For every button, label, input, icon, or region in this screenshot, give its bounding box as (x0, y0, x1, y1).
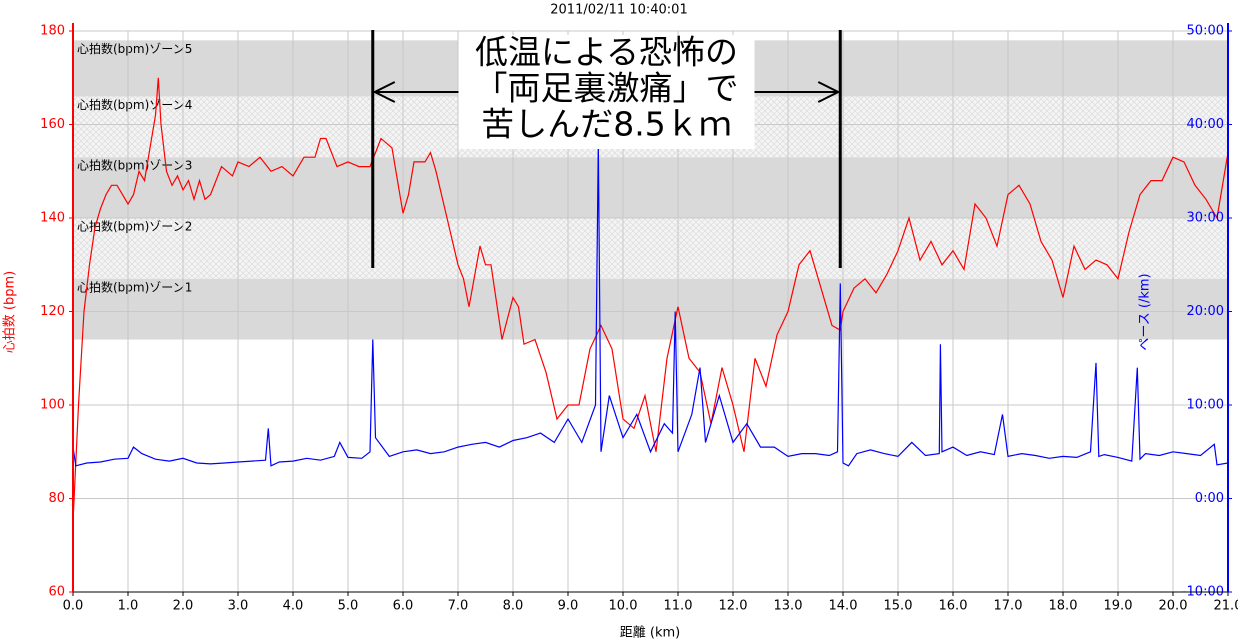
annotation-bg (458, 35, 755, 149)
y-tick-label: 120 (40, 304, 65, 319)
y2-tick-label: 0:00 (1195, 491, 1224, 506)
x-tick-label: 6.0 (393, 599, 414, 614)
y-tick-label: 60 (48, 585, 65, 600)
x-tick-label: 19.0 (1104, 599, 1133, 614)
y-tick-label: 80 (48, 491, 65, 506)
x-tick-label: 10.0 (609, 599, 638, 614)
annotation-text: 低温による恐怖の (475, 33, 738, 72)
zone-label: 心拍数(bpm)ゾーン1 (77, 279, 192, 294)
annotation-text: 苦しんだ8.5ｋｍ (481, 105, 731, 144)
y2-tick-label: 50:00 (1187, 24, 1224, 39)
x-tick-label: 13.0 (774, 599, 803, 614)
y2-tick-label: 30:00 (1187, 211, 1224, 226)
x-tick-label: 21.0 (1214, 599, 1238, 614)
hr-zone (73, 278, 1228, 340)
annotation-text: 「両足裏激痛」で (475, 69, 739, 108)
zone-label: 心拍数(bpm)ゾーン4 (77, 97, 192, 112)
data-line (72, 143, 1229, 467)
zone-label: 心拍数(bpm)ゾーン3 (77, 158, 192, 173)
x-tick-label: 7.0 (448, 599, 469, 614)
x-tick-label: 20.0 (1159, 599, 1188, 614)
x-tick-label: 11.0 (664, 599, 693, 614)
x-tick-label: 5.0 (338, 599, 359, 614)
arrow-head (372, 81, 396, 103)
y-tick-label: 140 (40, 211, 65, 226)
x-tick-label: 16.0 (939, 599, 968, 614)
x-tick-label: 17.0 (994, 599, 1023, 614)
x-tick-label: 8.0 (503, 599, 524, 614)
x-axis-label: 距離 (km) (620, 626, 680, 641)
y-tick-label: 160 (40, 117, 65, 132)
y2-tick-label: 20:00 (1187, 304, 1224, 319)
zone-label: 心拍数(bpm)ゾーン5 (77, 41, 192, 56)
y-tick-label: 100 (40, 398, 65, 413)
chart-title: 2011/02/11 10:40:01 (550, 3, 687, 18)
x-tick-label: 12.0 (719, 599, 748, 614)
y-axis-label: 心拍数 (bpm) (3, 271, 18, 353)
x-tick-label: 9.0 (558, 599, 579, 614)
x-tick-label: 0.0 (63, 599, 84, 614)
x-tick-label: 1.0 (118, 599, 139, 614)
hr-zone (73, 157, 1228, 218)
x-tick-label: 15.0 (884, 599, 913, 614)
arrow-head (817, 81, 841, 103)
x-tick-label: 18.0 (1049, 599, 1078, 614)
x-tick-label: 3.0 (228, 599, 249, 614)
y2-axis-label: ペース (/km) (1138, 273, 1153, 350)
zone-label: 心拍数(bpm)ゾーン2 (77, 219, 192, 234)
hr-zone (73, 218, 1228, 279)
data-line (72, 77, 1229, 522)
y2-tick-label: 10:00 (1187, 398, 1224, 413)
y2-tick-label: 40:00 (1187, 117, 1224, 132)
y-tick-label: 180 (40, 24, 65, 39)
x-tick-label: 14.0 (829, 599, 858, 614)
x-tick-label: 2.0 (173, 599, 194, 614)
x-tick-label: 4.0 (283, 599, 304, 614)
